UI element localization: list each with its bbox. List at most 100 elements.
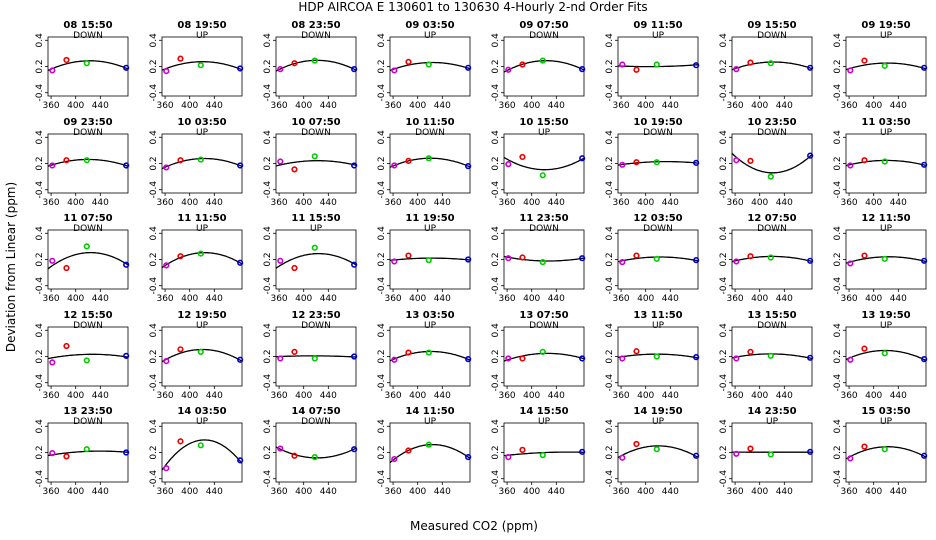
fit-curve xyxy=(389,157,471,168)
panel-title: 13 19:50 xyxy=(861,310,910,321)
data-point xyxy=(83,157,90,164)
data-point xyxy=(693,159,700,166)
data-point xyxy=(505,453,512,461)
x-tick-label: 440 xyxy=(434,198,451,208)
panel-frame xyxy=(47,422,129,483)
data-point xyxy=(277,66,284,73)
y-tick-label: -0.4 xyxy=(263,374,273,392)
data-point xyxy=(63,264,70,272)
y-tick-label: 0.4 xyxy=(377,226,387,241)
data-point xyxy=(49,162,56,169)
panel-direction-label: DOWN xyxy=(73,417,103,427)
y-tick-label: -0.4 xyxy=(377,84,387,102)
data-point xyxy=(63,342,70,350)
x-tick-label: 360 xyxy=(840,101,857,111)
x-tick-label: 400 xyxy=(67,391,84,401)
data-point xyxy=(425,257,432,264)
fit-curve xyxy=(389,443,471,464)
data-point xyxy=(767,352,774,359)
data-point xyxy=(163,357,170,365)
panel-title: 15 03:50 xyxy=(861,406,910,417)
y-tick-label: 0.4 xyxy=(377,130,387,145)
data-point xyxy=(633,159,640,166)
data-point xyxy=(311,57,318,64)
panel-direction-label: UP xyxy=(880,224,893,234)
fit-curve xyxy=(845,446,927,460)
x-tick-label: 360 xyxy=(612,487,629,497)
data-point xyxy=(519,254,526,261)
panel-frame xyxy=(617,422,699,483)
panel-title: 13 23:50 xyxy=(63,406,112,417)
panel-title: 10 19:50 xyxy=(633,117,682,128)
y-tick-label: 0.2 xyxy=(377,445,387,459)
data-point xyxy=(861,345,868,352)
data-point xyxy=(291,166,298,173)
fit-curve xyxy=(47,353,129,360)
data-point xyxy=(653,255,660,262)
x-tick-label: 440 xyxy=(548,294,565,304)
data-point xyxy=(237,162,244,169)
data-point xyxy=(405,252,412,259)
y-tick-label: -0.4 xyxy=(719,84,729,102)
panel-title: 10 07:50 xyxy=(291,117,340,128)
x-tick-label: 360 xyxy=(384,198,401,208)
y-tick-label: 0.2 xyxy=(35,156,45,170)
y-tick-label: -0.4 xyxy=(35,374,45,392)
panel-direction-label: DOWN xyxy=(529,224,559,234)
x-tick-label: 440 xyxy=(890,101,907,111)
y-tick-label: 0.4 xyxy=(377,323,387,338)
x-tick-label: 440 xyxy=(890,391,907,401)
data-point xyxy=(881,158,888,165)
data-point xyxy=(519,61,526,68)
x-tick-label: 440 xyxy=(662,101,679,111)
data-point xyxy=(619,454,626,461)
y-tick-label: 0.4 xyxy=(719,419,729,434)
panel-title: 08 19:50 xyxy=(177,20,226,31)
y-tick-label: 0.4 xyxy=(719,323,729,338)
x-tick-label: 400 xyxy=(637,487,654,497)
panel-title: 14 03:50 xyxy=(177,406,226,417)
data-point xyxy=(177,438,184,445)
panel-title: 14 07:50 xyxy=(291,406,340,417)
data-point xyxy=(633,348,640,355)
fit-curve xyxy=(617,160,699,166)
data-point xyxy=(619,355,626,362)
x-tick-label: 400 xyxy=(865,391,882,401)
panel-direction-label: UP xyxy=(196,128,209,138)
y-tick-label: -0.4 xyxy=(149,84,159,102)
panel-title: 14 23:50 xyxy=(747,406,796,417)
panel-title: 08 23:50 xyxy=(291,20,340,31)
data-point xyxy=(197,250,204,257)
data-point xyxy=(123,162,130,169)
data-point xyxy=(767,254,774,261)
y-tick-label: 0.2 xyxy=(605,349,615,363)
panel-direction-label: UP xyxy=(424,31,437,41)
data-point xyxy=(277,257,284,264)
data-point xyxy=(807,64,814,71)
data-point xyxy=(425,441,432,448)
y-tick-label: -0.4 xyxy=(833,374,843,392)
x-tick-label: 440 xyxy=(320,101,337,111)
data-point xyxy=(633,66,640,73)
y-tick-label: 0.2 xyxy=(491,445,501,459)
data-point xyxy=(579,255,586,262)
x-tick-label: 440 xyxy=(206,198,223,208)
y-tick-label: 0.2 xyxy=(605,156,615,170)
data-point xyxy=(539,259,546,266)
fit-curve xyxy=(275,59,357,72)
data-point xyxy=(177,55,184,62)
data-point xyxy=(237,457,244,464)
data-point xyxy=(807,448,814,455)
x-tick-label: 360 xyxy=(840,391,857,401)
data-point xyxy=(123,261,130,268)
data-point xyxy=(197,348,204,356)
data-point xyxy=(807,257,814,264)
